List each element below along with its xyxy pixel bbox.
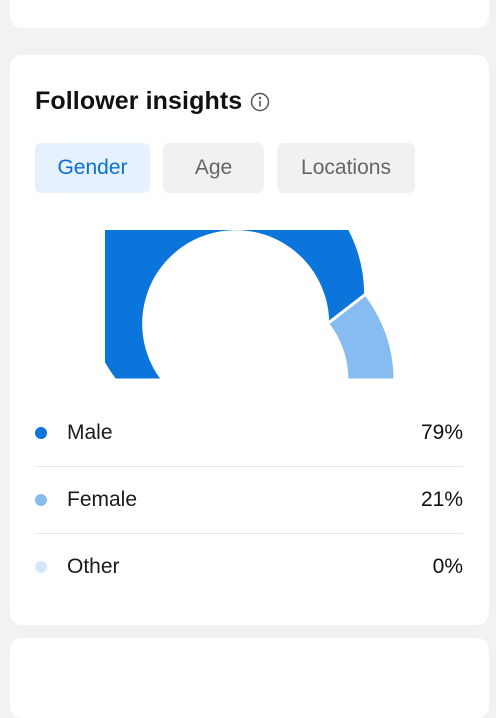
legend-label-male: Male xyxy=(67,421,113,444)
tab-age[interactable]: Age xyxy=(163,143,264,193)
legend-value-male: 79% xyxy=(420,421,463,444)
tab-gender[interactable]: Gender xyxy=(35,143,150,193)
legend-dot-male xyxy=(35,427,47,439)
tab-locations[interactable]: Locations xyxy=(277,143,415,193)
title-row: Follower insights xyxy=(35,87,270,116)
legend-value-female: 21% xyxy=(420,488,463,511)
legend-label-other: Other xyxy=(67,555,120,578)
gender-legend: Male 79% Female 21% Other 0% xyxy=(35,400,463,600)
legend-row-female: Female 21% xyxy=(35,467,463,534)
card-title: Follower insights xyxy=(35,87,243,115)
info-icon[interactable] xyxy=(250,92,270,112)
legend-value-other: 0% xyxy=(432,555,463,578)
legend-label-female: Female xyxy=(67,488,138,511)
insights-tabs: Gender Age Locations xyxy=(35,143,415,193)
follower-insights-card: Follower insights Gender Age Locations M… xyxy=(10,55,489,625)
gender-semi-donut-chart xyxy=(105,230,397,382)
legend-row-other: Other 0% xyxy=(35,534,463,600)
chart-slice-male xyxy=(105,230,368,382)
legend-row-male: Male 79% xyxy=(35,400,463,467)
legend-dot-other xyxy=(35,561,47,573)
legend-dot-female xyxy=(35,494,47,506)
next-card xyxy=(10,638,489,718)
chart-slice-female xyxy=(325,292,397,382)
previous-card xyxy=(10,0,489,28)
